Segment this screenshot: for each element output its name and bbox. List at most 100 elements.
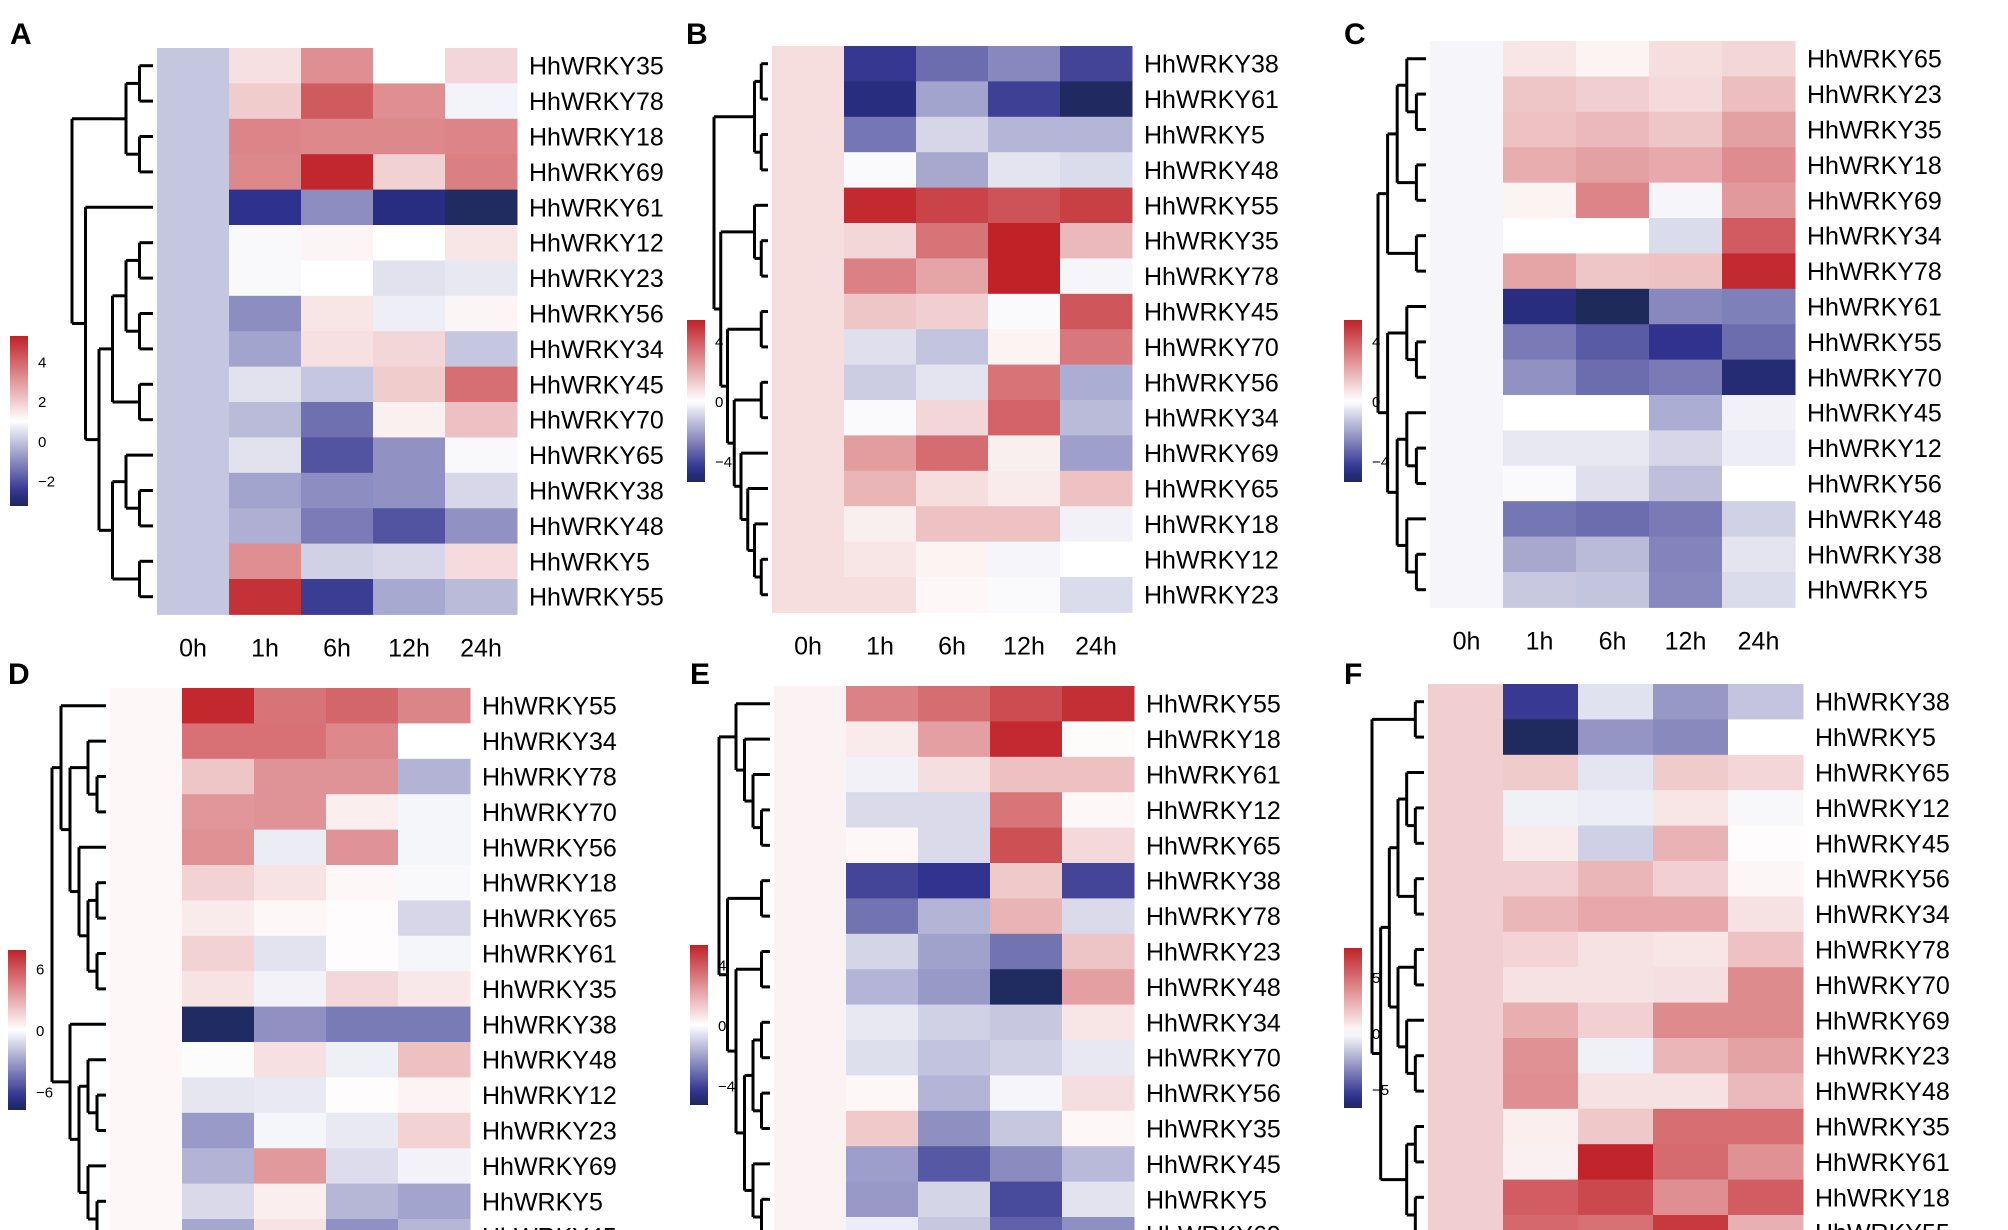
heatmap-cell	[326, 865, 399, 901]
heatmap-cell	[1722, 218, 1796, 254]
heatmap-cell	[772, 470, 845, 507]
heatmap-cell	[445, 331, 518, 368]
colorbar	[10, 336, 28, 506]
heatmap-cell	[1728, 684, 1804, 720]
heatmap-cell	[1653, 1179, 1729, 1216]
heatmap-cell	[774, 1004, 847, 1041]
heatmap-cell	[1649, 430, 1723, 467]
row-label: HhWRKY65	[1146, 832, 1281, 860]
heatmap-cell	[1428, 719, 1504, 756]
heatmap-cell	[1576, 395, 1650, 431]
column-label: 0h	[1453, 627, 1481, 655]
row-label: HhWRKY69	[1146, 1222, 1281, 1230]
heatmap-cell	[1062, 756, 1135, 793]
heatmap-cell	[301, 48, 374, 84]
colorbar-tick-label: 4	[1372, 334, 1380, 351]
heatmap-cell	[1503, 430, 1577, 467]
row-label: HhWRKY34	[1144, 405, 1279, 433]
heatmap-svg: B HhWRKY38 HhWRKY61 HhWRKY5 HhWRKY48 HhWRKY55…	[686, 18, 1279, 660]
heatmap-cell	[254, 1219, 327, 1230]
heatmap-cell	[1428, 790, 1504, 827]
colorbar-tick-label: 0	[1372, 394, 1380, 411]
heatmap-cell	[1653, 825, 1729, 862]
heatmap-cell	[1576, 501, 1650, 538]
heatmap-cell	[1653, 1144, 1729, 1181]
heatmap-cell	[398, 1006, 471, 1043]
row-label: HhWRKY45	[529, 371, 664, 399]
heatmap-cell	[918, 827, 991, 864]
heatmap-cell	[774, 721, 847, 758]
heatmap-cell	[373, 366, 446, 403]
heatmap-cell	[301, 366, 374, 403]
row-label: HhWRKY65	[529, 442, 664, 470]
heatmap-cell	[182, 1042, 255, 1078]
heatmap-cell	[1649, 76, 1723, 113]
colorbar-tick-label: 0	[36, 1023, 44, 1040]
heatmap-cell	[1060, 364, 1133, 401]
heatmap-cell	[301, 118, 374, 155]
heatmap-cell	[182, 688, 255, 724]
panel-label: E	[690, 658, 710, 691]
heatmap-cell	[157, 579, 230, 615]
row-label: HhWRKY34	[482, 728, 617, 756]
heatmap-cell	[254, 829, 327, 866]
heatmap-cell	[1576, 324, 1650, 361]
heatmap-cell	[110, 758, 183, 795]
row-label: HhWRKY48	[1815, 1078, 1950, 1106]
heatmap-cell	[1576, 430, 1650, 467]
heatmap-cell	[990, 1217, 1063, 1230]
heatmap-cell	[1430, 288, 1504, 325]
heatmap-cell	[1722, 430, 1796, 467]
row-label: HhWRKY78	[1144, 263, 1279, 291]
heatmap-cell	[1503, 218, 1577, 254]
heatmap-cell	[326, 1006, 399, 1043]
heatmap-cell	[1578, 719, 1654, 756]
row-label: HhWRKY38	[1146, 868, 1281, 896]
heatmap-cell	[110, 1006, 183, 1043]
heatmap-cell	[110, 1042, 183, 1078]
heatmap-cell	[1430, 76, 1504, 113]
heatmap-cell	[1649, 147, 1723, 184]
row-label: HhWRKY5	[482, 1188, 603, 1216]
heatmap-cell	[373, 118, 446, 155]
heatmap-cell	[157, 402, 230, 438]
heatmap-cell	[990, 792, 1063, 829]
row-label: HhWRKY56	[529, 301, 664, 329]
colorbar-tick-label: 0	[718, 1018, 726, 1035]
colorbar-tick-label: 0	[38, 434, 46, 451]
heatmap-cell	[1062, 1040, 1135, 1076]
heatmap-cell	[326, 688, 399, 724]
colorbar-tick-label: 0	[1372, 1026, 1380, 1043]
heatmap-cell	[301, 472, 374, 509]
heatmap-cell	[373, 331, 446, 368]
heatmap-cell	[373, 295, 446, 332]
row-label: HhWRKY12	[1146, 797, 1281, 825]
heatmap-cell	[1062, 1181, 1135, 1218]
row-label: HhWRKY38	[1815, 689, 1950, 717]
heatmap-cell	[1722, 536, 1796, 573]
heatmap-cell	[254, 1006, 327, 1043]
heatmap-cell	[844, 187, 917, 224]
heatmap-cell	[157, 260, 230, 297]
heatmap-cell	[772, 435, 845, 472]
colorbar-tick-label: 4	[715, 334, 723, 351]
heatmap-cell	[1503, 1108, 1579, 1145]
heatmap-panel-b: B HhWRKY38 HhWRKY61 HhWRKY5 HhWRKY48 HhWRKY55…	[662, 0, 1322, 660]
heatmap-cell	[1062, 863, 1135, 899]
row-label: HhWRKY69	[529, 159, 664, 187]
heatmap-cell	[1649, 536, 1723, 573]
heatmap-cell	[1060, 223, 1133, 259]
row-label: HhWRKY55	[529, 584, 664, 612]
heatmap-cell	[1728, 1073, 1804, 1110]
row-label: HhWRKY69	[1815, 1007, 1950, 1035]
heatmap-cell	[772, 293, 845, 330]
heatmap-cell	[1430, 536, 1504, 573]
heatmap-cell	[918, 898, 991, 935]
heatmap-cell	[990, 827, 1063, 864]
heatmap-cell	[1649, 288, 1723, 325]
row-label: HhWRKY61	[1146, 762, 1281, 790]
row-label: HhWRKY61	[1144, 86, 1279, 114]
heatmap-cell	[1503, 76, 1577, 113]
heatmap-cell	[157, 472, 230, 509]
heatmap-cell	[254, 758, 327, 795]
